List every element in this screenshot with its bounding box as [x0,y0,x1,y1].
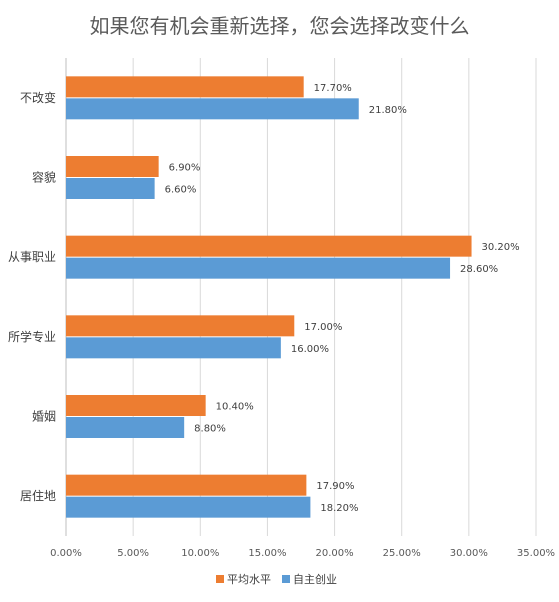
bar-avg [66,76,304,98]
data-label: 6.60% [165,185,197,196]
data-labels: 17.70% 21.80% 6.90% 6.60% 30.20% 28.60% 17.00%… [165,83,520,514]
bar-avg [66,315,295,337]
data-label: 8.80% [194,424,226,435]
legend-label: 平均水平 [227,573,271,586]
bar-avg [66,474,307,496]
bar-entrepreneur [66,98,359,120]
bar-entrepreneur [66,417,185,438]
chart-title: 如果您有机会重新选择，您会选择改变什么 [90,14,470,38]
data-label: 30.20% [482,242,520,253]
data-label: 16.00% [291,344,329,355]
legend-swatch [282,575,290,583]
bar-entrepreneur [66,337,281,359]
category-label: 婚姻 [32,409,56,424]
legend-swatch [216,575,224,583]
category-label: 居住地 [20,489,56,503]
data-label: 17.90% [316,481,354,492]
bar-entrepreneur [66,496,311,518]
bar-entrepreneur [66,178,155,199]
bar-entrepreneur [66,257,451,279]
data-label: 17.00% [304,322,342,333]
data-label: 28.60% [460,264,498,275]
x-tick-label: 15.00% [248,548,286,559]
x-tick-label: 35.00% [517,548,555,559]
x-axis-ticks: 0.00% 5.00% 10.00% 15.00% 20.00% 25.00% 30.00%… [50,548,555,559]
data-label: 10.40% [216,402,254,413]
bar-avg [66,156,159,177]
category-label: 不改变 [20,90,56,105]
data-label: 21.80% [369,105,407,116]
legend: 平均水平 自主创业 [216,573,337,586]
x-tick-label: 20.00% [316,548,354,559]
data-label: 18.20% [320,503,358,514]
x-tick-label: 5.00% [117,548,149,559]
bar-avg [66,235,472,257]
bars [66,76,472,518]
data-label: 17.70% [314,83,352,94]
category-label: 从事职业 [8,250,56,264]
x-tick-label: 30.00% [450,548,488,559]
x-tick-label: 25.00% [383,548,421,559]
gridlines [65,58,537,536]
x-tick-label: 0.00% [50,548,82,559]
legend-label: 自主创业 [293,573,337,586]
bar-avg [66,395,206,416]
x-tick-label: 10.00% [181,548,219,559]
category-label: 所学专业 [8,329,56,344]
data-label: 6.90% [169,163,201,174]
category-label: 容貌 [32,170,56,185]
